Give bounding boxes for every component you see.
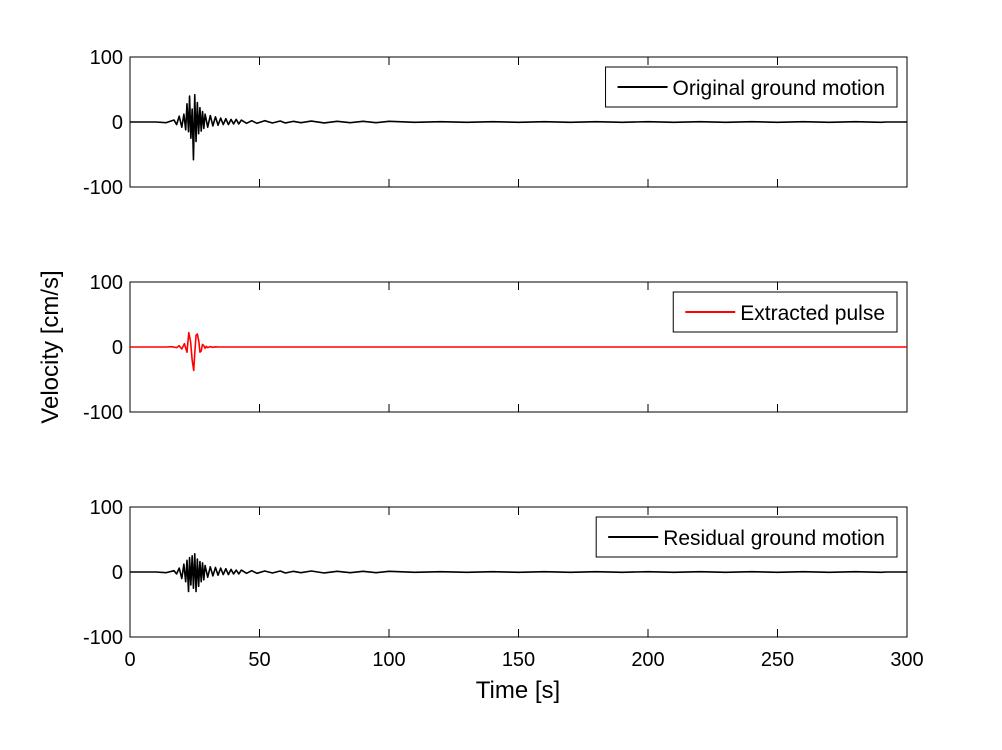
legend-label: Extracted pulse: [740, 302, 885, 325]
panel-1: -100 0 100 Original ground motion: [83, 47, 908, 199]
series-line: [130, 93, 907, 161]
y-tick-label: 100: [90, 497, 123, 519]
y-tick-label: 100: [90, 47, 123, 69]
x-tick-label: 200: [631, 649, 664, 671]
x-tick-label: 0: [124, 649, 135, 671]
x-tick-label: 300: [890, 649, 923, 671]
legend-label: Original ground motion: [673, 77, 885, 100]
y-axis-label: Velocity [cm/s]: [37, 270, 64, 423]
y-tick-label: 100: [90, 272, 123, 294]
y-tick-label: -100: [83, 177, 123, 199]
series-line: [130, 331, 907, 372]
x-tick-label: 100: [372, 649, 405, 671]
y-tick-label: -100: [83, 402, 123, 424]
legend: Extracted pulse: [672, 291, 898, 333]
x-tick-label: 150: [502, 649, 535, 671]
x-tick-label: 50: [248, 649, 270, 671]
legend: Residual ground motion: [595, 516, 898, 558]
x-axis-label: Time [s]: [476, 677, 560, 704]
y-tick-label: 0: [112, 562, 123, 584]
x-tick-label: 250: [761, 649, 794, 671]
panel-2: -100 0 100 Extracted pulse: [83, 272, 908, 424]
legend: Original ground motion: [605, 66, 898, 108]
y-tick-label: -100: [83, 627, 123, 649]
y-tick-label: 0: [112, 112, 123, 134]
y-tick-label: 0: [112, 337, 123, 359]
series-line: [130, 552, 907, 593]
legend-label: Residual ground motion: [663, 527, 885, 550]
